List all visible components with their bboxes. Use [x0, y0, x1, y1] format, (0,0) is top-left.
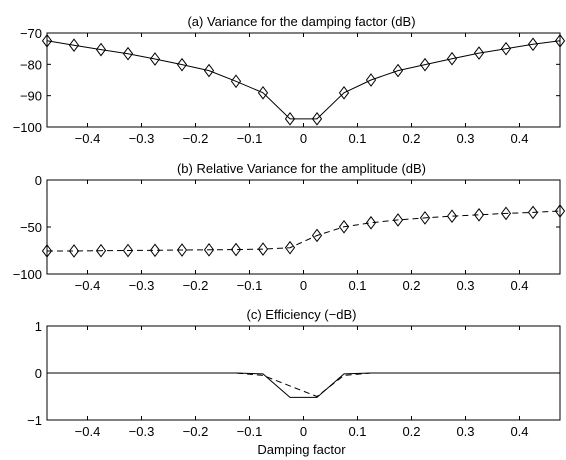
- y-tick-label: 0: [35, 366, 42, 381]
- x-tick-label: 0: [300, 131, 307, 146]
- chart-title: (b) Relative Variance for the amplitude …: [177, 161, 426, 176]
- y-tick-label: −70: [20, 26, 42, 41]
- axes-frame: [46, 179, 561, 275]
- diamond-marker: [230, 74, 242, 89]
- y-tick-label: −80: [20, 57, 42, 72]
- diamond-marker: [95, 42, 107, 57]
- x-tick-label: −0.4: [75, 131, 101, 146]
- diamond-marker: [284, 240, 296, 255]
- x-tick-label: 0.3: [456, 278, 474, 293]
- x-tick-label: −0.2: [183, 278, 209, 293]
- diamond-marker: [311, 112, 323, 126]
- diamond-marker: [554, 33, 566, 48]
- x-tick-label: 0.2: [402, 278, 420, 293]
- x-tick-label: 0.1: [348, 278, 366, 293]
- diamond-marker: [122, 46, 134, 61]
- x-tick-label: 0.2: [402, 131, 420, 146]
- diamond-marker: [419, 211, 431, 225]
- x-tick-label: −0.3: [129, 131, 155, 146]
- x-tick-label: 0.4: [510, 424, 528, 439]
- series-line-1: [47, 372, 560, 398]
- diamond-marker: [41, 33, 53, 48]
- y-tick-label: −90: [20, 89, 42, 104]
- diamond-marker: [68, 38, 80, 53]
- series-line-1: [47, 210, 561, 252]
- diamond-marker: [500, 41, 512, 56]
- y-tick-label: −100: [13, 120, 42, 135]
- x-tick-label: −0.1: [237, 131, 263, 146]
- y-tick-label: −100: [13, 267, 42, 282]
- x-tick-label: −0.1: [237, 424, 263, 439]
- diamond-marker: [446, 51, 458, 66]
- diamond-marker: [41, 244, 53, 258]
- diamond-marker: [392, 213, 404, 227]
- diamond-marker: [338, 86, 350, 100]
- diamond-marker: [257, 86, 269, 100]
- y-tick-label: 1: [35, 319, 42, 334]
- panel-a: (a) Variance for the damping factor (dB)…: [13, 14, 566, 146]
- y-tick-label: −50: [20, 220, 42, 235]
- diamond-marker: [473, 207, 485, 222]
- diamond-marker: [554, 204, 566, 218]
- diamond-marker: [149, 243, 161, 258]
- x-tick-label: 0.3: [456, 424, 474, 439]
- x-tick-label: −0.2: [183, 424, 209, 439]
- diamond-marker: [419, 57, 431, 72]
- y-tick-label: 0: [35, 173, 42, 188]
- diamond-marker: [365, 215, 377, 230]
- x-tick-label: −0.4: [75, 278, 101, 293]
- series-line-2: [47, 372, 560, 398]
- x-tick-label: 0.4: [510, 131, 528, 146]
- x-tick-label: −0.3: [129, 424, 155, 439]
- x-axis-label: Damping factor: [257, 442, 346, 457]
- diamond-marker: [527, 205, 539, 220]
- diamond-marker: [95, 243, 107, 258]
- chart-title: (c) Efficiency (−dB): [247, 307, 357, 322]
- diamond-marker: [68, 244, 80, 258]
- x-tick-label: 0: [300, 278, 307, 293]
- diamond-marker: [122, 243, 134, 258]
- diamond-marker: [473, 46, 485, 60]
- x-tick-label: 0.3: [456, 131, 474, 146]
- diamond-marker: [527, 37, 539, 52]
- diamond-marker: [257, 242, 269, 256]
- x-tick-label: −0.1: [237, 278, 263, 293]
- diamond-marker: [284, 112, 296, 126]
- diamond-marker: [149, 52, 161, 66]
- y-tick-label: −1: [27, 413, 42, 428]
- x-tick-label: −0.3: [129, 278, 155, 293]
- series-line-1: [46, 40, 561, 120]
- x-tick-label: 0: [300, 424, 307, 439]
- x-tick-label: 0.2: [402, 424, 420, 439]
- diamond-marker: [365, 73, 377, 87]
- x-tick-label: 0.4: [510, 278, 528, 293]
- diamond-marker: [176, 243, 188, 257]
- x-tick-label: 0.1: [348, 131, 366, 146]
- diamond-marker: [230, 242, 242, 257]
- diamond-marker: [338, 219, 350, 234]
- diamond-marker: [446, 209, 458, 224]
- x-tick-label: −0.4: [75, 424, 101, 439]
- panel-b: (b) Relative Variance for the amplitude …: [13, 161, 566, 293]
- x-tick-label: 0.1: [348, 424, 366, 439]
- diamond-marker: [176, 57, 188, 72]
- chart-title: (a) Variance for the damping factor (dB): [187, 14, 415, 29]
- x-tick-label: −0.2: [183, 131, 209, 146]
- diamond-marker: [500, 206, 512, 221]
- diamond-marker: [203, 243, 215, 257]
- axes-frame: [46, 32, 561, 128]
- panel-c: (c) Efficiency (−dB) −0.4 −0.3 −0.2 −0.1 0 0.1…: [27, 307, 561, 457]
- diamond-marker: [203, 63, 215, 78]
- diamond-marker: [311, 228, 323, 243]
- diamond-marker: [392, 63, 404, 78]
